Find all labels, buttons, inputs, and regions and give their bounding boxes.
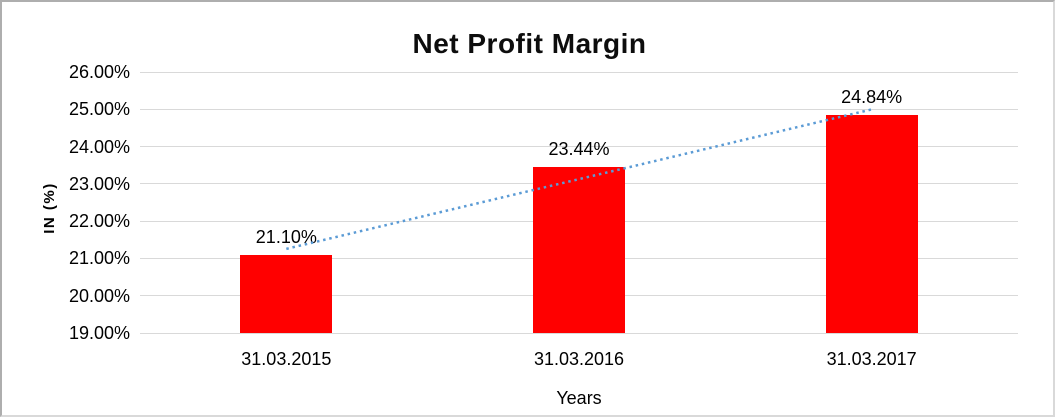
y-tick-label: 25.00% [68, 99, 130, 120]
x-tick-label: 31.03.2015 [241, 349, 332, 369]
gridline [140, 108, 1018, 110]
y-tick-label: 23.00% [68, 173, 130, 194]
y-tick-label: 22.00% [68, 211, 130, 232]
x-tick-label: 31.03.2017 [826, 349, 917, 369]
y-tick-label: 24.00% [68, 136, 130, 157]
bar-31.03.2017 [825, 115, 918, 333]
y-tick-label: 26.00% [68, 62, 130, 82]
gridline [140, 332, 1018, 334]
bar-31.03.2016 [533, 167, 625, 333]
gridline [140, 71, 1018, 73]
x-tick-label: 31.03.2016 [533, 349, 625, 369]
data-label: 24.84% [841, 87, 903, 108]
data-label: 21.10% [255, 226, 317, 247]
chart-title: Net Profit Margin [412, 28, 647, 59]
y-tick-label: 21.00% [68, 248, 130, 269]
y-tick-label: 19.00% [68, 323, 130, 343]
bar-31.03.2015 [240, 254, 333, 333]
x-axis-title: Years [556, 388, 602, 408]
y-tick-label: 20.00% [68, 285, 130, 306]
data-label: 23.44% [548, 139, 610, 160]
y-axis-title: IN (%) [41, 182, 58, 234]
